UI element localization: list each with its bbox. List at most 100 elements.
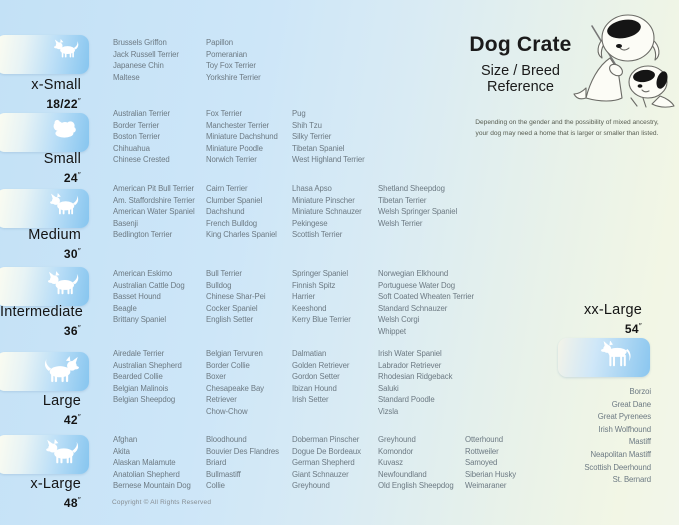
- breed-item: French Bulldog: [206, 218, 258, 228]
- breed-item: Irish Setter: [292, 395, 329, 405]
- breed-item: Greyhound: [292, 481, 330, 491]
- medium-crate-dimension: 30″: [63, 247, 81, 261]
- breed-item: Chow-Chow: [206, 406, 248, 416]
- breed-item: Basenji: [113, 218, 138, 228]
- breed-item: Collie: [206, 481, 225, 491]
- breed-item: Clumber Spaniel: [206, 195, 263, 205]
- small-size-name: Small: [43, 151, 81, 167]
- breed-item: Manchester Terrier: [206, 120, 270, 130]
- breed-item: Scottish Terrier: [292, 230, 343, 240]
- breed-item: Toy Fox Terrier: [206, 61, 256, 71]
- large-breed-column-3: Dalmatian Golden Retriever Gordon Setter Ib…: [292, 348, 349, 406]
- subtitle-line2: Reference: [487, 79, 554, 95]
- breed-item: Mastiff: [628, 437, 651, 447]
- xlarge-crate-dimension: 48″: [63, 496, 81, 510]
- breed-item: Bull Terrier: [206, 269, 242, 278]
- breed-item: Maltese: [113, 72, 140, 82]
- breed-item: Chinese Crested: [113, 155, 170, 165]
- breed-item: Lhasa Apso: [292, 184, 332, 193]
- breed-item: Silky Terrier: [292, 132, 332, 142]
- large-crate-dimension: 42″: [63, 413, 81, 427]
- inch-mark: ″: [77, 97, 81, 106]
- breed-item: German Shepherd: [292, 458, 355, 468]
- inch-mark: ″: [77, 496, 81, 505]
- breed-item: Saluki: [378, 383, 399, 393]
- breed-item: Australian Cattle Dog: [113, 280, 185, 290]
- breed-item: Brussels Griffon: [113, 38, 167, 47]
- breed-item: Norwegian Elkhound: [378, 269, 449, 278]
- breed-item: Alaskan Malamute: [113, 458, 176, 468]
- breed-item: Pekingese: [292, 218, 328, 228]
- subtitle-line1: Size / Breed: [481, 63, 560, 79]
- breed-item: Miniature Pinscher: [292, 195, 355, 205]
- large-size-label: Large 42″: [0, 394, 81, 427]
- breed-item: Newfoundland: [378, 469, 427, 479]
- breed-item: Harrier: [292, 292, 316, 302]
- breed-item: King Charles Spaniel: [206, 230, 277, 240]
- breed-item: Springer Spaniel: [292, 269, 349, 278]
- breed-item: Afghan: [113, 435, 138, 444]
- breed-item: Shetland Sheepdog: [378, 184, 445, 193]
- xxlarge-size-label: xx-Large 54″: [520, 303, 642, 336]
- breed-item: Rhodesian Ridgeback: [378, 372, 453, 382]
- medium-size-label: Medium 30″: [0, 228, 81, 261]
- breed-item: Anatolian Shepherd: [113, 469, 180, 479]
- intermediate-size-label: Intermediate 36″: [0, 305, 83, 338]
- breed-item: Chesapeake Bay Retriever: [206, 383, 264, 405]
- xxlarge-crate-dimension: 54″: [624, 322, 642, 336]
- xlarge-breed-column-4: Greyhound Komondor Kuvasz Newfoundland Old E…: [378, 434, 454, 492]
- breed-item: Great Dane: [611, 399, 651, 409]
- akita-dog-icon: [46, 439, 79, 464]
- breed-item: Standard Schnauzer: [378, 303, 448, 313]
- xlarge-size-label: x-Large 48″: [0, 477, 81, 510]
- breed-item: Golden Retriever: [292, 360, 350, 370]
- dog-teacher-with-puppy-icon: [556, 6, 678, 123]
- great-dane-dog-icon: [601, 341, 631, 367]
- copyright-text: Copyright © All Rights Reserved: [112, 499, 212, 506]
- xsmall-size-tile: [0, 35, 89, 74]
- small-breed-column-3: Pug Shih Tzu Silky Terrier Tibetan Spaniel W…: [292, 108, 365, 166]
- breed-item: Irish Water Spaniel: [378, 349, 442, 358]
- medium-breed-column-4: Shetland Sheepdog Tibetan Terrier Welsh Sp…: [378, 183, 457, 229]
- breed-item: Papillon: [206, 38, 233, 47]
- xlarge-breed-column-1: Afghan Akita Alaskan Malamute Anatolian She…: [113, 434, 191, 492]
- retriever-dog-icon: [44, 356, 79, 383]
- breed-item: Irish Wolfhound: [598, 424, 651, 434]
- xxlarge-size-tile: [558, 338, 650, 377]
- breed-item: Miniature Dachshund: [206, 132, 278, 142]
- breed-item: Australian Shepherd: [113, 360, 182, 370]
- breed-item: English Setter: [206, 315, 254, 325]
- breed-item: Vizsla: [378, 406, 399, 416]
- breed-item: Giant Schnauzer: [292, 469, 349, 479]
- inch-mark: ″: [77, 413, 81, 422]
- disclaimer-line1: Depending on the gender and the possibil…: [475, 119, 659, 126]
- intermediate-breed-column-4: Norwegian Elkhound Portuguese Water Dog So…: [378, 268, 474, 338]
- large-size-name: Large: [42, 393, 81, 409]
- small-breed-column-2: Fox Terrier Manchester Terrier Miniature D…: [206, 108, 278, 166]
- breed-item: Tibetan Spaniel: [292, 143, 345, 153]
- inch-mark: ″: [77, 247, 81, 256]
- breed-item: Soft Coated Wheaten Terrier: [378, 292, 474, 302]
- xlarge-breed-column-3: Doberman Pinscher Dogue De Bordeaux German…: [292, 434, 361, 492]
- breed-item: American Pit Bull Terrier: [113, 184, 194, 193]
- inch-mark: ″: [638, 322, 642, 331]
- disclaimer-line2: your dog may need a home that is larger …: [475, 129, 659, 137]
- breed-item: Japanese Chin: [113, 61, 164, 71]
- xsmall-size-label: x-Small 18/22″: [0, 78, 81, 111]
- breed-item: Siberian Husky: [465, 469, 517, 479]
- breed-item: Boston Terrier: [113, 132, 160, 142]
- breed-item: Chihuahua: [113, 143, 150, 153]
- large-breed-column-1: Airedale Terrier Australian Shepherd Beard…: [113, 348, 182, 406]
- breed-item: St. Bernard: [612, 475, 651, 485]
- breed-item: Dachshund: [206, 207, 245, 217]
- breed-item: Am. Staffordshire Terrier: [113, 195, 195, 205]
- breed-item: Bullmastiff: [206, 469, 241, 479]
- breed-item: Borzoi: [629, 387, 651, 396]
- breed-item: Kuvasz: [378, 458, 403, 468]
- breed-item: Gordon Setter: [292, 372, 340, 382]
- breed-item: Jack Russell Terrier: [113, 49, 179, 59]
- breed-item: Brittany Spaniel: [113, 315, 167, 325]
- breed-item: Border Collie: [206, 360, 250, 370]
- breed-item: Fox Terrier: [206, 109, 243, 118]
